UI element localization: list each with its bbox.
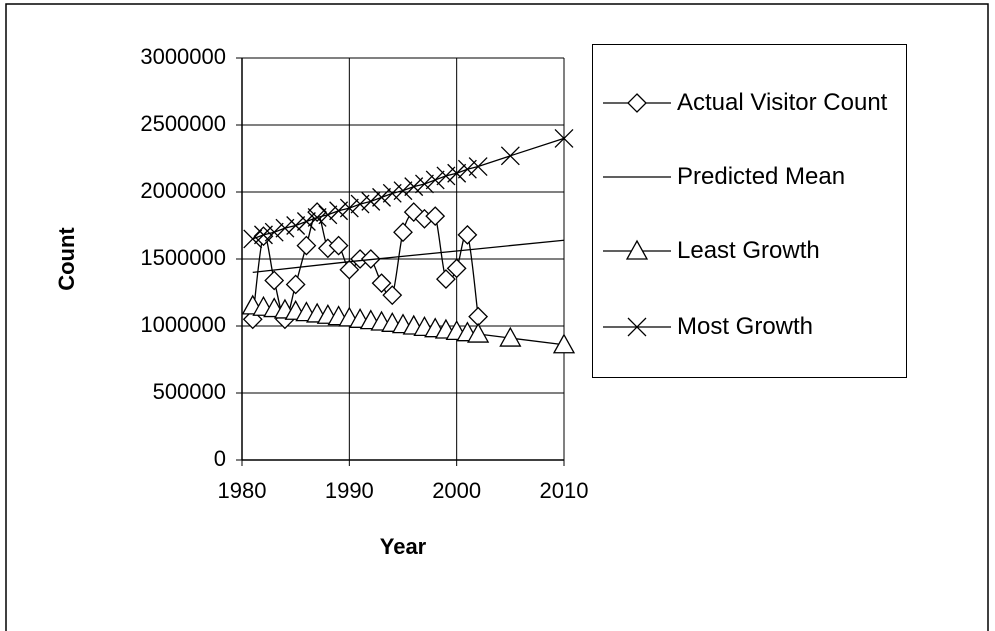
legend-item: Least Growth [593,237,892,265]
y-axis-title: Count [54,227,79,291]
legend-symbol [603,239,671,260]
marker [436,269,456,290]
legend-label: Actual Visitor Count [677,89,888,116]
marker [329,201,349,221]
marker [552,333,576,354]
legend-label: Predicted Mean [677,163,846,190]
marker [296,212,316,231]
x-tick-label: 2010 [540,478,589,503]
marker [457,224,478,245]
y-tick-label: 500000 [153,379,226,404]
marker [285,274,306,295]
marker [457,159,477,179]
marker [361,191,381,211]
y-tick-label: 2500000 [140,111,226,136]
y-tick-label: 3000000 [140,44,226,69]
marker [627,93,647,113]
legend-symbol [603,317,671,337]
marker [350,194,370,214]
x-tick-label: 1980 [218,478,267,503]
marker [339,259,360,280]
legend-symbol [603,93,671,113]
legend-label: Least Growth [677,237,820,264]
legend-item: Predicted Mean [593,163,892,191]
marker [307,208,327,227]
y-tick-label: 0 [214,446,226,471]
series-line [252,137,565,240]
legend-symbol [603,176,671,178]
marker [371,273,392,294]
x-tick-label: 2000 [432,478,481,503]
marker [627,317,647,337]
marker [243,229,263,249]
marker [275,218,295,238]
marker [296,235,317,256]
marker [468,157,488,176]
marker [404,177,424,197]
marker [499,326,522,347]
marker [425,206,446,227]
marker [554,128,574,148]
marker [446,258,467,279]
series-line [252,239,565,274]
marker [286,216,306,235]
marker [467,322,490,343]
marker [500,146,520,166]
legend-item: Most Growth [593,313,892,341]
marker [393,222,413,243]
marker [393,181,413,201]
x-axis-title: Year [380,534,427,559]
y-tick-label: 1500000 [140,245,226,270]
marker [264,222,284,242]
marker [318,205,338,225]
x-tick-label: 1990 [325,478,374,503]
marker [415,174,434,194]
legend-item: Actual Visitor Count [593,89,892,117]
legend: Actual Visitor Count Predicted Mean Least … [592,44,907,378]
marker [339,198,359,218]
marker [625,239,649,260]
legend-label: Most Growth [677,313,814,340]
marker [447,163,467,183]
marker [328,235,349,256]
marker [264,270,285,291]
marker [382,285,403,306]
y-tick-label: 2000000 [140,178,226,203]
marker [254,225,273,245]
chart-border [5,3,989,631]
marker [382,183,402,203]
y-tick-label: 1000000 [140,312,226,337]
marker [436,166,456,186]
marker [425,170,445,190]
marker [372,187,391,207]
